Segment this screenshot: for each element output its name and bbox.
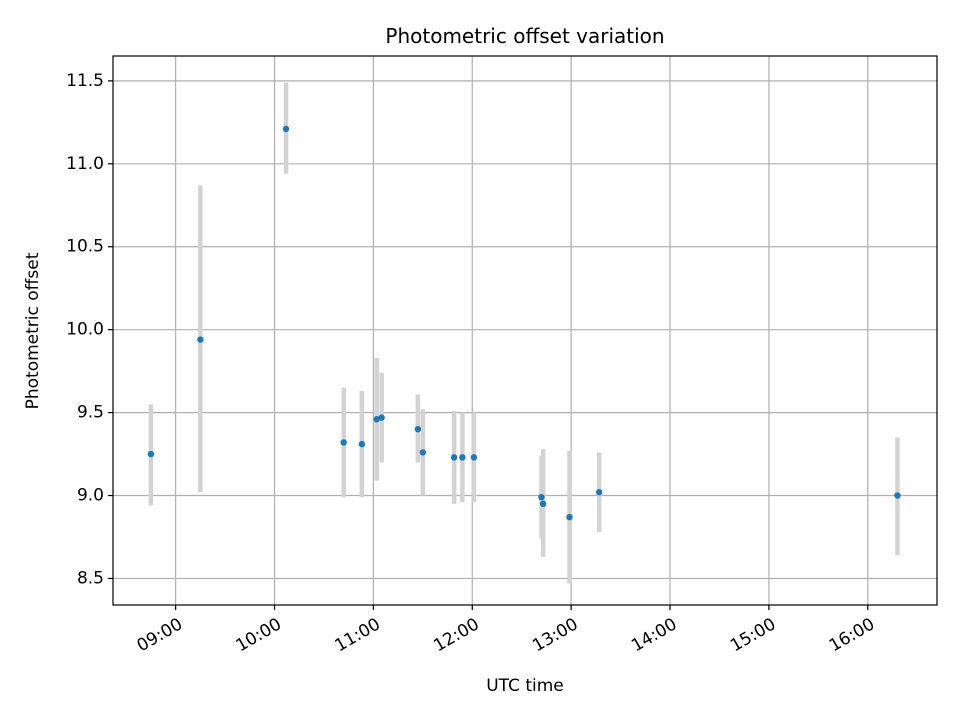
data-point	[373, 416, 380, 423]
data-point	[595, 489, 603, 496]
data-points	[147, 125, 901, 521]
data-point	[340, 439, 347, 446]
data-point	[147, 450, 155, 458]
data-point	[197, 336, 204, 343]
data-point	[378, 414, 385, 421]
y-tick-label: 10.0	[66, 320, 104, 340]
plot-frame	[112, 55, 938, 606]
data-point	[358, 440, 366, 448]
data-point	[566, 513, 573, 521]
data-point	[459, 454, 466, 461]
chart-title: Photometric offset variation	[385, 24, 664, 48]
y-tick-label: 9.0	[77, 486, 104, 506]
y-tick-label: 11.5	[66, 71, 104, 91]
grid-lines	[113, 56, 937, 605]
data-point	[414, 425, 422, 433]
data-point	[470, 454, 478, 461]
data-point	[539, 500, 547, 508]
data-point	[894, 492, 901, 499]
y-axis-ticks: 8.5 9.0 9.5 10.0 10.5 11.0 11.5	[66, 71, 113, 588]
y-tick-label: 9.5	[77, 403, 104, 423]
y-tick-label: 8.5	[77, 568, 104, 588]
x-axis-label: UTC time	[486, 676, 564, 696]
data-point	[538, 493, 545, 501]
y-tick-label: 11.0	[66, 154, 104, 174]
data-point	[282, 125, 290, 133]
y-tick-label: 10.5	[66, 237, 104, 257]
data-point	[450, 454, 458, 461]
y-axis-label: Photometric offset	[23, 252, 43, 409]
data-point	[419, 449, 427, 456]
